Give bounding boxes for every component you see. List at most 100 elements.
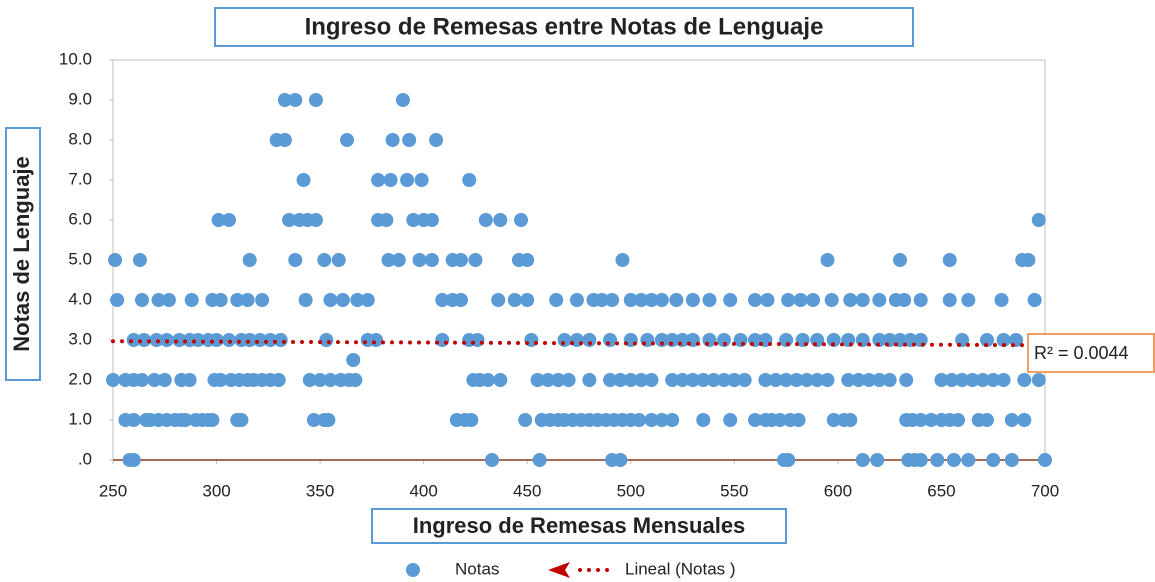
legend-label: Notas (455, 559, 499, 578)
point (379, 213, 394, 227)
point (810, 373, 825, 387)
point (1038, 453, 1052, 467)
point (727, 373, 742, 387)
point (288, 253, 303, 267)
point (760, 293, 775, 307)
point (946, 453, 961, 467)
point (654, 293, 669, 307)
point (340, 133, 355, 147)
y-tick-label: 1.0 (68, 409, 92, 428)
x-tick-label: 400 (409, 481, 437, 500)
point (383, 173, 398, 187)
point (381, 253, 396, 267)
point (843, 413, 858, 427)
point (317, 253, 332, 267)
point (149, 333, 164, 347)
point (348, 373, 363, 387)
point (234, 413, 249, 427)
point (994, 293, 1009, 307)
point (986, 453, 1001, 467)
point (975, 373, 990, 387)
point (178, 413, 193, 427)
y-tick-label: 7.0 (68, 169, 92, 188)
annotation: R² = 0.0044 (1034, 343, 1129, 363)
point (518, 413, 533, 427)
point (385, 133, 400, 147)
point (930, 453, 945, 467)
point (824, 293, 839, 307)
point (942, 253, 957, 267)
point (810, 333, 825, 347)
point (1031, 373, 1046, 387)
point (323, 293, 338, 307)
legend-label: Lineal (Notas ) (625, 559, 736, 578)
point (799, 373, 814, 387)
point (996, 373, 1011, 387)
point (855, 293, 870, 307)
point (779, 373, 794, 387)
point (424, 253, 439, 267)
point (855, 453, 870, 467)
point (942, 293, 957, 307)
point (654, 333, 669, 347)
point (685, 373, 700, 387)
point (582, 333, 597, 347)
x-tick-label: 350 (306, 481, 334, 500)
point (532, 453, 547, 467)
point (706, 373, 721, 387)
point (899, 373, 914, 387)
point (872, 333, 887, 347)
point (464, 413, 479, 427)
point (462, 173, 477, 187)
point (126, 453, 141, 467)
point (435, 333, 450, 347)
point (603, 373, 618, 387)
point (470, 333, 485, 347)
point (406, 213, 421, 227)
point (350, 293, 365, 307)
point (980, 333, 995, 347)
point (134, 373, 149, 387)
point (520, 293, 535, 307)
point (961, 293, 976, 307)
point (789, 373, 804, 387)
point (634, 373, 649, 387)
legend-marker (548, 562, 570, 578)
point (346, 353, 361, 367)
point (412, 253, 427, 267)
point (137, 333, 152, 347)
point (781, 453, 796, 467)
point (424, 213, 439, 227)
point (826, 413, 841, 427)
point (209, 333, 224, 347)
point (1031, 213, 1046, 227)
point (435, 293, 450, 307)
point (480, 373, 495, 387)
point (369, 333, 384, 347)
point (1017, 413, 1032, 427)
point (841, 373, 856, 387)
point (360, 293, 375, 307)
point (335, 293, 350, 307)
point (557, 333, 572, 347)
point (151, 293, 166, 307)
x-label-box (371, 508, 787, 544)
point (453, 293, 468, 307)
point (321, 413, 336, 427)
point (429, 133, 444, 147)
point (934, 373, 949, 387)
point (737, 373, 752, 387)
point (872, 293, 887, 307)
legend-marker (406, 563, 420, 577)
y-tick-label: 5.0 (68, 249, 92, 268)
point (1021, 253, 1036, 267)
point (551, 373, 566, 387)
point (308, 213, 323, 227)
point (644, 373, 659, 387)
point (851, 373, 866, 387)
point (126, 413, 141, 427)
y-tick-label: 9.0 (68, 89, 92, 108)
point (913, 413, 928, 427)
y-tick-label: 4.0 (68, 289, 92, 308)
point (288, 93, 303, 107)
